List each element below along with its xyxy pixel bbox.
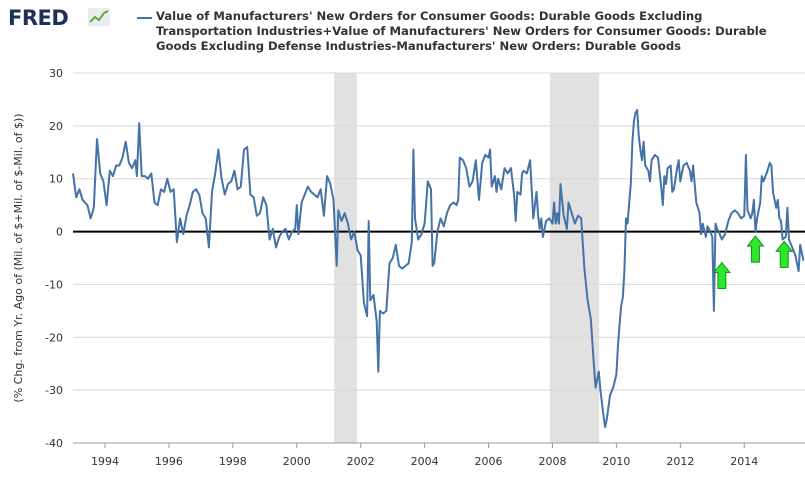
x-tick-label: 2012: [666, 455, 694, 468]
y-tick-label: 20: [49, 120, 63, 133]
y-tick-label: 0: [56, 226, 63, 239]
recession-band: [334, 73, 357, 443]
y-axis-ticks: 30 20 10 0 -10 -20 -30 -40: [45, 67, 63, 450]
x-tick-label: 2000: [283, 455, 311, 468]
x-tick-label: 2006: [475, 455, 503, 468]
up-arrow-icon: [712, 261, 731, 289]
y-tick-label: 30: [49, 67, 63, 80]
trend-line-icon: [88, 8, 110, 26]
x-tick-label: 2008: [538, 455, 566, 468]
fred-logo: FRED: [8, 6, 69, 30]
x-tick-label: 2004: [411, 455, 439, 468]
y-tick-label: 10: [49, 173, 63, 186]
y-tick-label: -10: [45, 278, 63, 291]
y-axis-label: (% Chg. from Yr. Ago of (Mil. of $+Mil. …: [12, 113, 25, 402]
recession-shading: [334, 73, 600, 443]
annotation-arrows: [712, 235, 794, 289]
up-arrow-icon: [775, 240, 794, 268]
y-gridlines: [73, 72, 805, 444]
y-tick-label: -40: [45, 437, 63, 450]
recession-band: [549, 73, 600, 443]
x-axis-ticks: 1994 1996 1998 2000 2002 2004 2006 2008 2010 2012…: [91, 443, 758, 468]
x-tick-label: 2010: [602, 455, 630, 468]
series-line: [72, 109, 805, 429]
x-tick-label: 1994: [91, 455, 119, 468]
up-arrow-icon: [746, 235, 765, 263]
legend-swatch: [137, 17, 152, 19]
y-tick-label: -20: [45, 331, 63, 344]
y-tick-label: -30: [45, 384, 63, 397]
x-tick-label: 1996: [155, 455, 183, 468]
x-tick-label: 1998: [219, 455, 247, 468]
x-tick-label: 2014: [730, 455, 758, 468]
x-tick-label: 2002: [347, 455, 375, 468]
legend-label: Value of Manufacturers' New Orders for C…: [156, 9, 767, 53]
